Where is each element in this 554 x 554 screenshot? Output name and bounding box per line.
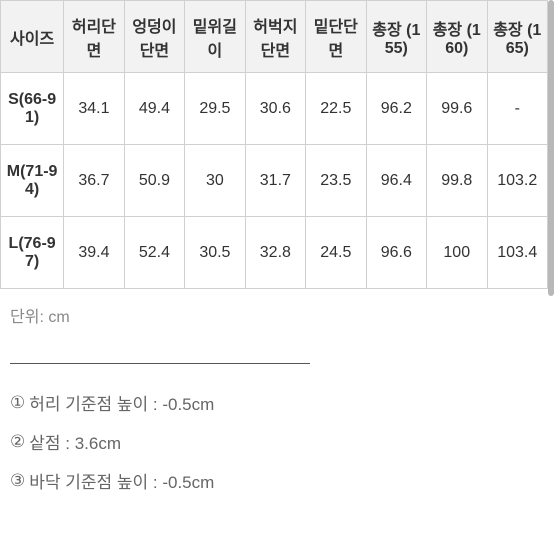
col-header: 총장 (155) (366, 1, 426, 73)
col-header: 밑위길이 (185, 1, 245, 73)
note-line: ① 허리 기준점 높이 : -0.5cm (10, 390, 544, 415)
data-cell: 52.4 (124, 217, 184, 289)
note-line: ③ 바닥 기준점 높이 : -0.5cm (10, 468, 544, 493)
data-cell: 103.4 (487, 217, 548, 289)
data-cell: 39.4 (64, 217, 124, 289)
size-cell: L(76-97) (1, 217, 64, 289)
data-cell: 29.5 (185, 73, 245, 145)
vertical-scrollbar[interactable] (548, 0, 554, 296)
col-header: 허벅지단면 (245, 1, 305, 73)
data-cell: 23.5 (306, 145, 366, 217)
divider-line (10, 363, 310, 364)
note-text: 허리 기준점 높이 : -0.5cm (29, 390, 214, 415)
col-header: 사이즈 (1, 1, 64, 73)
col-header: 엉덩이단면 (124, 1, 184, 73)
unit-label: 단위: cm (0, 289, 554, 341)
data-cell: 96.4 (366, 145, 426, 217)
note-number: ③ (10, 471, 25, 491)
data-cell: 34.1 (64, 73, 124, 145)
size-cell: S(66-91) (1, 73, 64, 145)
table-row: S(66-91) 34.1 49.4 29.5 30.6 22.5 96.2 9… (1, 73, 548, 145)
note-line: ② 샅점 : 3.6cm (10, 429, 544, 454)
size-table-container: 사이즈 허리단면 엉덩이단면 밑위길이 허벅지단면 밑단단면 총장 (155) … (0, 0, 548, 289)
data-cell: 30.6 (245, 73, 305, 145)
note-text: 바닥 기준점 높이 : -0.5cm (29, 468, 214, 493)
col-header: 허리단면 (64, 1, 124, 73)
data-cell: 103.2 (487, 145, 548, 217)
note-text: 샅점 : 3.6cm (29, 429, 121, 454)
data-cell: 100 (427, 217, 487, 289)
data-cell: 50.9 (124, 145, 184, 217)
col-header: 총장 (165) (487, 1, 548, 73)
data-cell: 31.7 (245, 145, 305, 217)
data-cell: 99.8 (427, 145, 487, 217)
data-cell: 49.4 (124, 73, 184, 145)
data-cell: 96.2 (366, 73, 426, 145)
table-row: M(71-94) 36.7 50.9 30 31.7 23.5 96.4 99.… (1, 145, 548, 217)
col-header: 총장 (160) (427, 1, 487, 73)
notes-section: ① 허리 기준점 높이 : -0.5cm ② 샅점 : 3.6cm ③ 바닥 기… (0, 390, 554, 493)
table-row: L(76-97) 39.4 52.4 30.5 32.8 24.5 96.6 1… (1, 217, 548, 289)
size-cell: M(71-94) (1, 145, 64, 217)
data-cell: 96.6 (366, 217, 426, 289)
note-number: ② (10, 432, 25, 452)
data-cell: 36.7 (64, 145, 124, 217)
data-cell: 30 (185, 145, 245, 217)
size-table: 사이즈 허리단면 엉덩이단면 밑위길이 허벅지단면 밑단단면 총장 (155) … (0, 0, 548, 289)
data-cell: - (487, 73, 548, 145)
data-cell: 30.5 (185, 217, 245, 289)
data-cell: 22.5 (306, 73, 366, 145)
note-number: ① (10, 393, 25, 413)
data-cell: 99.6 (427, 73, 487, 145)
col-header: 밑단단면 (306, 1, 366, 73)
data-cell: 32.8 (245, 217, 305, 289)
data-cell: 24.5 (306, 217, 366, 289)
table-header-row: 사이즈 허리단면 엉덩이단면 밑위길이 허벅지단면 밑단단면 총장 (155) … (1, 1, 548, 73)
